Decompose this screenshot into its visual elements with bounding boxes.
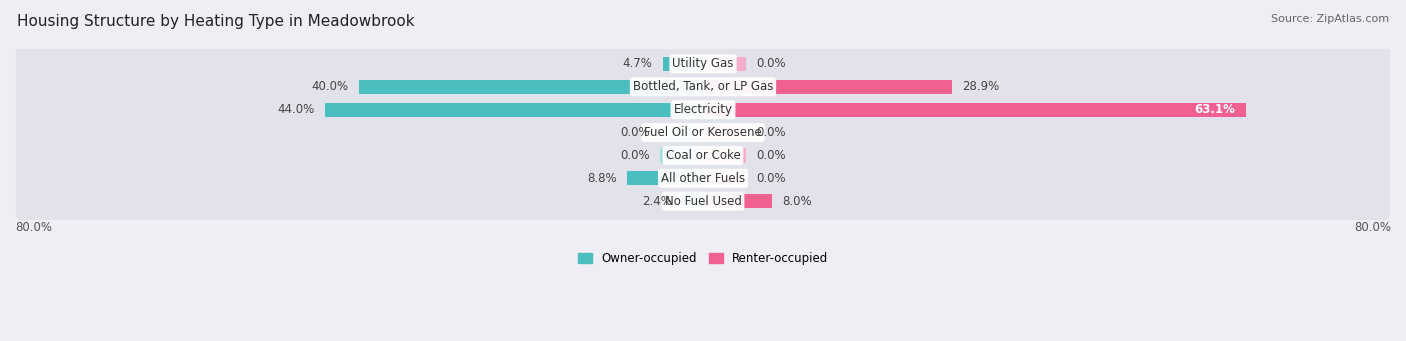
Text: Utility Gas: Utility Gas — [672, 58, 734, 71]
Text: 0.0%: 0.0% — [620, 149, 650, 162]
Text: Source: ZipAtlas.com: Source: ZipAtlas.com — [1271, 14, 1389, 24]
Text: 4.7%: 4.7% — [623, 58, 652, 71]
Text: 28.9%: 28.9% — [962, 80, 1000, 93]
Text: 63.1%: 63.1% — [1195, 103, 1236, 116]
Text: All other Fuels: All other Fuels — [661, 172, 745, 185]
Legend: Owner-occupied, Renter-occupied: Owner-occupied, Renter-occupied — [572, 247, 834, 270]
FancyBboxPatch shape — [15, 160, 1391, 197]
Bar — [703, 148, 747, 163]
FancyBboxPatch shape — [15, 68, 1391, 106]
Bar — [662, 57, 703, 71]
Bar — [682, 194, 703, 208]
Bar — [703, 80, 952, 94]
FancyBboxPatch shape — [15, 114, 1391, 151]
Text: 40.0%: 40.0% — [312, 80, 349, 93]
Text: 0.0%: 0.0% — [756, 126, 786, 139]
Text: 80.0%: 80.0% — [15, 221, 52, 234]
Text: 44.0%: 44.0% — [277, 103, 315, 116]
Bar — [703, 57, 747, 71]
Text: Electricity: Electricity — [673, 103, 733, 116]
Bar — [659, 125, 703, 140]
FancyBboxPatch shape — [15, 137, 1391, 174]
Text: Bottled, Tank, or LP Gas: Bottled, Tank, or LP Gas — [633, 80, 773, 93]
FancyBboxPatch shape — [15, 91, 1391, 129]
Text: 0.0%: 0.0% — [756, 172, 786, 185]
Bar — [325, 103, 703, 117]
Text: 0.0%: 0.0% — [620, 126, 650, 139]
Bar — [703, 103, 1246, 117]
Text: 80.0%: 80.0% — [1354, 221, 1391, 234]
Text: 8.0%: 8.0% — [782, 195, 811, 208]
Text: No Fuel Used: No Fuel Used — [665, 195, 741, 208]
Text: Housing Structure by Heating Type in Meadowbrook: Housing Structure by Heating Type in Mea… — [17, 14, 415, 29]
FancyBboxPatch shape — [15, 182, 1391, 220]
Text: 0.0%: 0.0% — [756, 58, 786, 71]
Bar — [659, 148, 703, 163]
Bar — [703, 171, 747, 186]
Text: 8.8%: 8.8% — [588, 172, 617, 185]
Bar — [627, 171, 703, 186]
Text: 0.0%: 0.0% — [756, 149, 786, 162]
FancyBboxPatch shape — [15, 45, 1391, 83]
Bar — [703, 125, 747, 140]
Bar — [359, 80, 703, 94]
Text: Coal or Coke: Coal or Coke — [665, 149, 741, 162]
Bar — [703, 194, 772, 208]
Text: Fuel Oil or Kerosene: Fuel Oil or Kerosene — [644, 126, 762, 139]
Text: 2.4%: 2.4% — [643, 195, 672, 208]
